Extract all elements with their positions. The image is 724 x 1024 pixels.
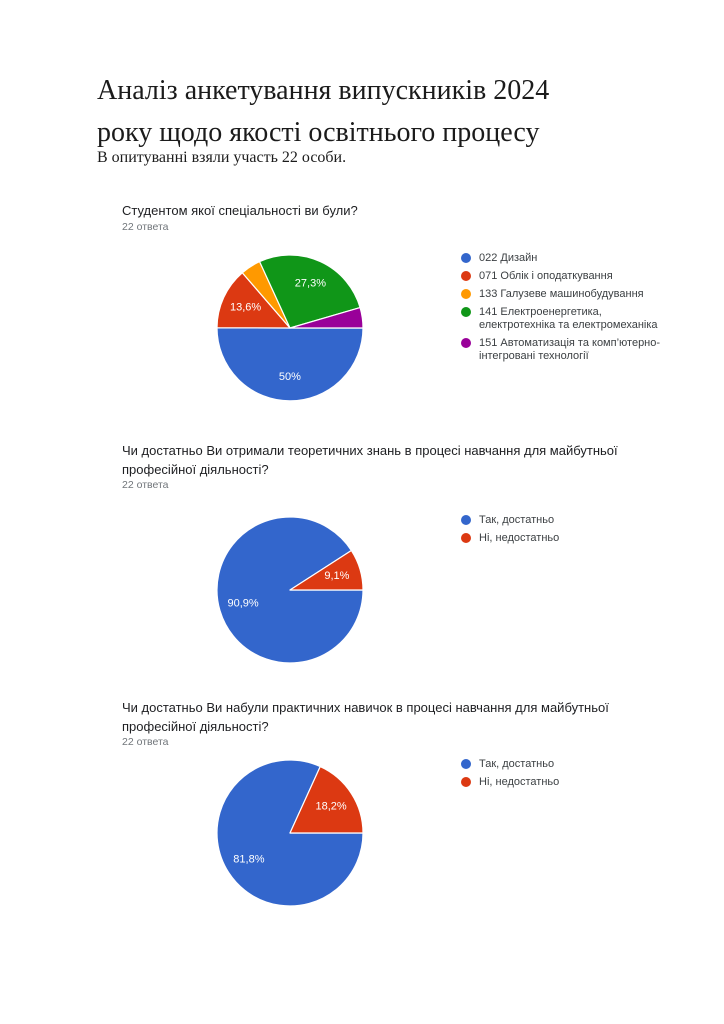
pie-slice-percent-label: 9,1% — [324, 570, 349, 582]
pie-chart: 90,9% 9,1% — [216, 516, 364, 664]
pie-slice-percent-label: 90,9% — [227, 598, 258, 610]
responses-count: 22 ответа — [122, 221, 169, 233]
pie-slice — [216, 327, 364, 402]
responses-count: 22 ответа — [122, 479, 169, 491]
pie-slice — [289, 307, 364, 329]
chart-question: Чи достатньо Ви набули практичних навичо… — [122, 700, 609, 734]
pie-chart: 50% 13,6% 27,3% — [216, 254, 364, 402]
legend-item-label: Так, достатньо — [479, 758, 555, 770]
pie-slice — [216, 272, 291, 329]
legend-item: 071 Облік і оподаткування — [461, 270, 660, 283]
legend-item-label: 141 Електроенергетика, електротехніка та… — [479, 306, 658, 331]
legend-color-dot — [461, 271, 471, 281]
legend-item: Так, достатньо — [461, 514, 559, 527]
legend-item: Ні, недостатньо — [461, 776, 559, 789]
legend-item-label: Ні, недостатньо — [479, 776, 560, 788]
chart-legend: Так, достатньо Ні, недостатньо — [461, 758, 559, 794]
legend-color-dot — [461, 533, 471, 543]
participants-note: В опитуванні взяли участь 22 особи. — [97, 149, 347, 166]
legend-item-label: 022 Дизайн — [479, 252, 538, 264]
chart-legend: 022 Дизайн 071 Облік і оподаткування 133 Г… — [461, 252, 660, 368]
legend-item: 022 Дизайн — [461, 252, 660, 265]
legend-item: Ні, недостатньо — [461, 532, 559, 545]
pie-slice — [289, 549, 364, 591]
legend-item: 141 Електроенергетика, електротехніка та… — [461, 306, 660, 332]
legend-color-dot — [461, 515, 471, 525]
legend-color-dot — [461, 253, 471, 263]
legend-color-dot — [461, 777, 471, 787]
legend-item: 151 Автоматизація та комп’ютерно- інтегр… — [461, 337, 660, 363]
chart-question: Чи достатньо Ви отримали теоретичних зна… — [122, 443, 618, 477]
legend-item-label: 133 Галузеве машинобудування — [479, 288, 644, 300]
pie-slice-percent-label: 81,8% — [233, 853, 264, 865]
pie-slice — [259, 254, 361, 329]
pie-slice-percent-label: 50% — [279, 371, 301, 383]
pie-slice-percent-label: 18,2% — [315, 800, 346, 812]
page-title: Аналіз анкетування випускників 2024 року… — [97, 75, 550, 148]
chart-legend: Так, достатньо Ні, недостатньо — [461, 514, 559, 550]
legend-color-dot — [461, 289, 471, 299]
legend-color-dot — [461, 759, 471, 769]
legend-item-label: 071 Облік і оподаткування — [479, 270, 613, 282]
legend-color-dot — [461, 307, 471, 317]
pie-slice — [289, 765, 364, 834]
chart-question: Студентом якої спеціальності ви були? — [122, 203, 358, 218]
legend-item-label: Ні, недостатньо — [479, 532, 560, 544]
responses-count: 22 ответа — [122, 736, 169, 748]
legend-item: 133 Галузеве машинобудування — [461, 288, 660, 301]
legend-item-label: 151 Автоматизація та комп’ютерно- інтегр… — [479, 337, 661, 362]
pie-slice-percent-label: 13,6% — [230, 302, 261, 314]
legend-item: Так, достатньо — [461, 758, 559, 771]
pie-chart: 81,8% 18,2% — [216, 759, 364, 907]
legend-item-label: Так, достатньо — [479, 514, 555, 526]
legend-color-dot — [461, 338, 471, 348]
pie-slice-percent-label: 27,3% — [295, 277, 326, 289]
